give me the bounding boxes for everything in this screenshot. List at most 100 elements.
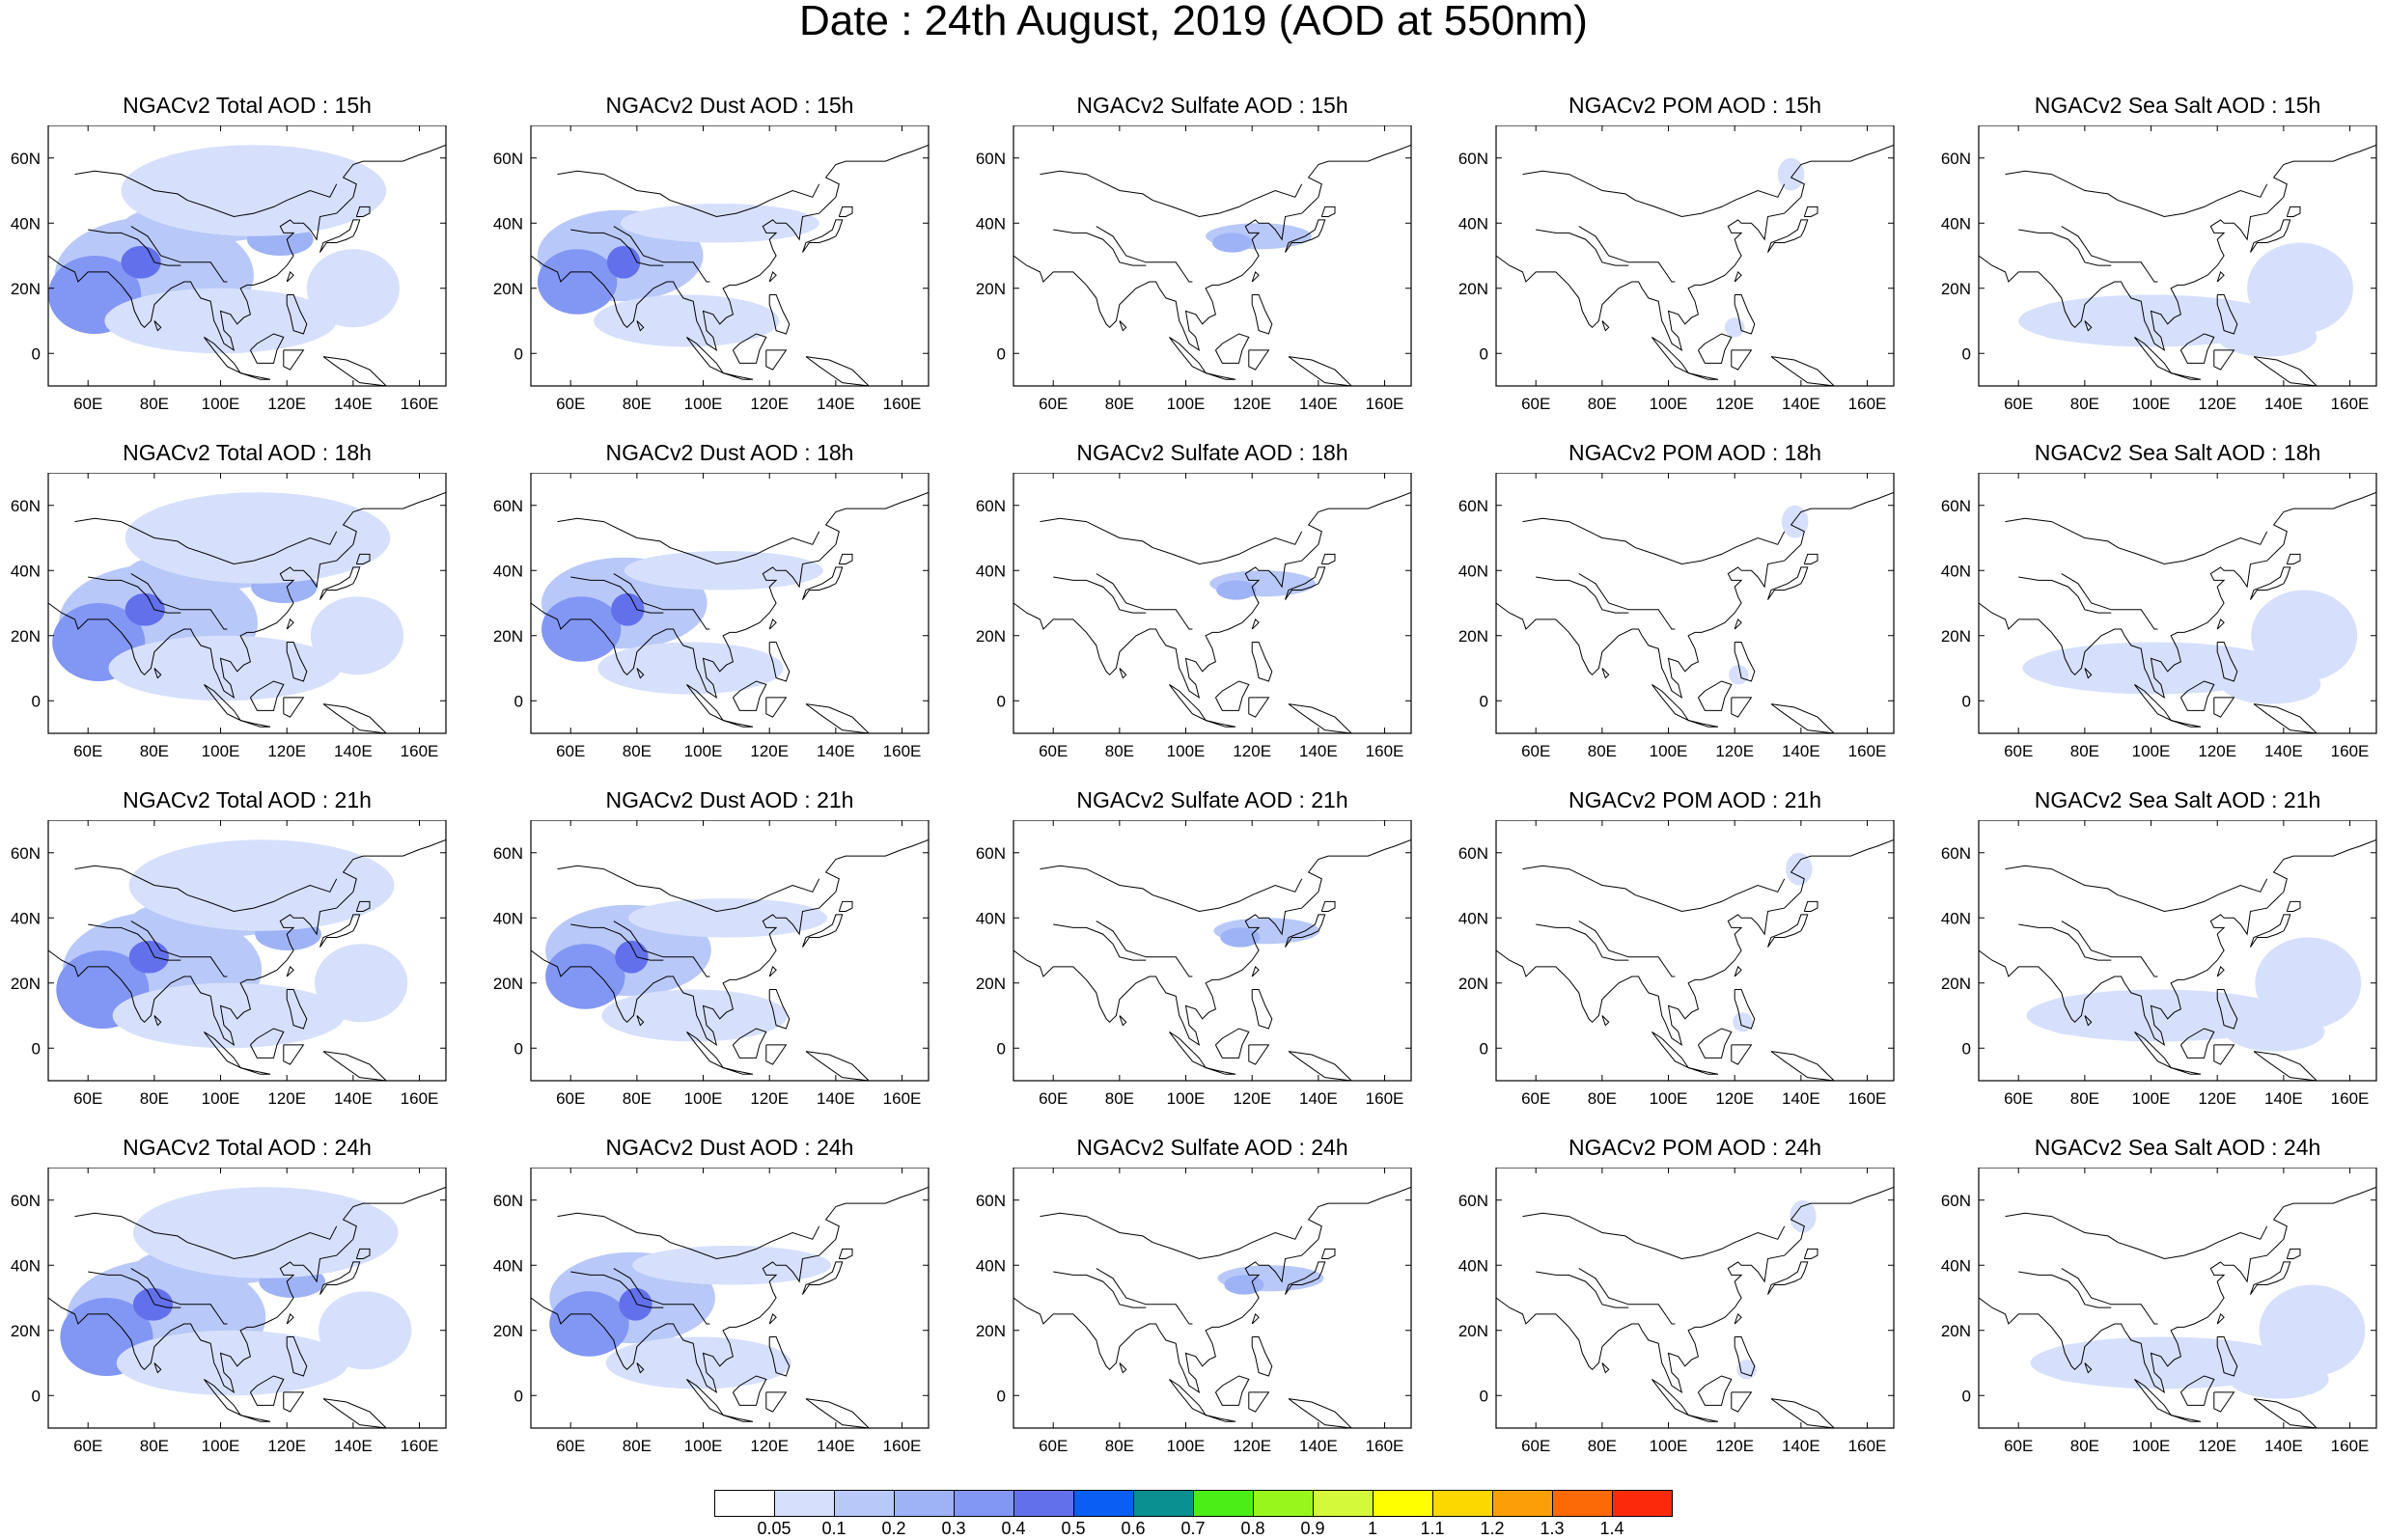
- x-tick-label: 60E: [1039, 395, 1068, 413]
- coastline: [1053, 229, 1147, 266]
- aod-plume: [627, 898, 827, 938]
- coastline: [1731, 1391, 1753, 1413]
- coastline: [1687, 1415, 1719, 1422]
- aod-plume: [319, 1291, 412, 1370]
- coastline: [74, 170, 338, 218]
- colorbar-swatch: [1612, 1490, 1673, 1517]
- x-tick-label: 140E: [2264, 742, 2303, 760]
- coastline: [239, 372, 271, 380]
- x-tick-label: 140E: [334, 742, 373, 760]
- coastline: [1734, 1312, 1742, 1325]
- coastline: [286, 642, 308, 682]
- colorbar-label: 0.3: [941, 1519, 966, 1538]
- colorbar-label: 1.4: [1599, 1519, 1624, 1538]
- coastline: [570, 923, 664, 961]
- coastline: [2216, 642, 2238, 682]
- colorbar-label: 0.4: [1001, 1519, 1026, 1538]
- x-tick-label: 60E: [1521, 395, 1550, 413]
- map-frame: [1013, 125, 1412, 387]
- coastline: [2253, 356, 2318, 386]
- x-tick-label: 120E: [1715, 742, 1754, 760]
- coastline: [355, 1248, 371, 1259]
- y-tick-label: 0: [1480, 692, 1488, 710]
- y-tick-label: 60N: [976, 150, 1006, 168]
- y-tick-label: 0: [1480, 1387, 1488, 1405]
- coastline: [1320, 1248, 1336, 1259]
- coastline: [322, 703, 387, 733]
- coastline: [636, 1015, 645, 1027]
- x-tick-label: 140E: [2264, 1437, 2303, 1455]
- map-panel-pom-21h: 60E 80E 100E 120E 140E 160E 60N 40N 20N 0: [1458, 820, 1895, 1108]
- aod-plume: [601, 989, 788, 1042]
- y-tick-label: 60N: [1941, 1192, 1971, 1210]
- coastline: [1119, 1015, 1127, 1027]
- coastline: [1251, 965, 1260, 977]
- panel-title: NGACv2 POM AOD : 21h: [1568, 787, 1822, 812]
- coastline: [2084, 320, 2093, 332]
- coastline: [1169, 683, 1207, 722]
- coastline: [88, 229, 181, 266]
- map-panel-sulfate-18h: 60E 80E 100E 120E 140E 160E 60N 40N 20N 0: [976, 473, 1412, 760]
- coastline: [74, 517, 338, 565]
- y-tick-label: 40N: [493, 214, 523, 233]
- coastline: [1251, 270, 1260, 283]
- coastline: [768, 642, 791, 682]
- coastline: [249, 1375, 285, 1406]
- coastline: [686, 683, 725, 722]
- map-panel-dust-18h: 60E 80E 100E 120E 140E 160E 60N 40N 20N 0: [493, 473, 930, 760]
- colorbar-swatch: [1013, 1490, 1074, 1517]
- coastline: [2170, 1415, 2202, 1422]
- y-tick-label: 20N: [1458, 627, 1488, 646]
- coastline: [48, 1186, 446, 1394]
- x-tick-label: 60E: [556, 742, 585, 760]
- colorbar-swatch: [1193, 1490, 1254, 1517]
- x-tick-label: 120E: [267, 1089, 306, 1108]
- panel-title: NGACv2 Total AOD : 21h: [123, 787, 372, 812]
- map-frame: [1978, 820, 2377, 1082]
- panel-title: NGACv2 Sulfate AOD : 15h: [1076, 93, 1348, 118]
- y-tick-label: 40N: [11, 909, 41, 927]
- coastline: [1053, 923, 1147, 961]
- aod-plume: [624, 551, 823, 591]
- map-frame: [1495, 820, 1895, 1082]
- coastline: [2253, 703, 2318, 733]
- coastline: [732, 333, 767, 364]
- x-tick-label: 120E: [2198, 1437, 2236, 1455]
- map-frame: [530, 125, 930, 387]
- coastline: [1578, 573, 1676, 630]
- aod-plume: [597, 642, 784, 695]
- coastline: [355, 553, 371, 564]
- coastline: [732, 1028, 767, 1059]
- coastline: [1285, 1261, 1326, 1295]
- colorbar-swatch: [1432, 1490, 1493, 1517]
- aod-plume: [606, 245, 641, 279]
- y-tick-label: 0: [32, 1387, 41, 1405]
- x-tick-label: 100E: [2132, 395, 2171, 413]
- panel-title: NGACv2 Sea Salt AOD : 15h: [2034, 93, 2321, 118]
- y-tick-label: 40N: [1458, 909, 1488, 927]
- coastline: [355, 206, 371, 217]
- coastline: [636, 668, 645, 679]
- coastline: [2084, 1362, 2093, 1374]
- coastline: [802, 914, 844, 948]
- x-tick-label: 120E: [2198, 1089, 2236, 1108]
- coastline: [2061, 921, 2158, 977]
- y-tick-label: 20N: [1941, 280, 1971, 298]
- coastline: [1770, 1051, 1835, 1081]
- coastline: [1979, 491, 2376, 700]
- map-panel-total-21h: 60E 80E 100E 120E 140E 160E 60N 40N 20N 0: [11, 820, 447, 1108]
- y-tick-label: 40N: [11, 1256, 41, 1275]
- map-frame: [530, 1168, 930, 1429]
- coastline: [74, 865, 338, 913]
- coastline: [2170, 720, 2202, 728]
- map-panel-sulfate-15h: 60E 80E 100E 120E 140E 160E 60N 40N 20N 0: [976, 125, 1412, 413]
- x-tick-label: 80E: [623, 742, 652, 760]
- coastline: [239, 720, 271, 728]
- x-tick-label: 140E: [1782, 1437, 1820, 1455]
- coastline: [1767, 914, 1809, 948]
- coastline: [765, 1391, 788, 1413]
- y-tick-label: 20N: [493, 627, 523, 646]
- coastline: [2286, 553, 2301, 564]
- coastline: [1536, 923, 1629, 961]
- map-panel-seasalt-21h: 60E 80E 100E 120E 140E 160E 60N 40N 20N 0: [1941, 820, 2377, 1108]
